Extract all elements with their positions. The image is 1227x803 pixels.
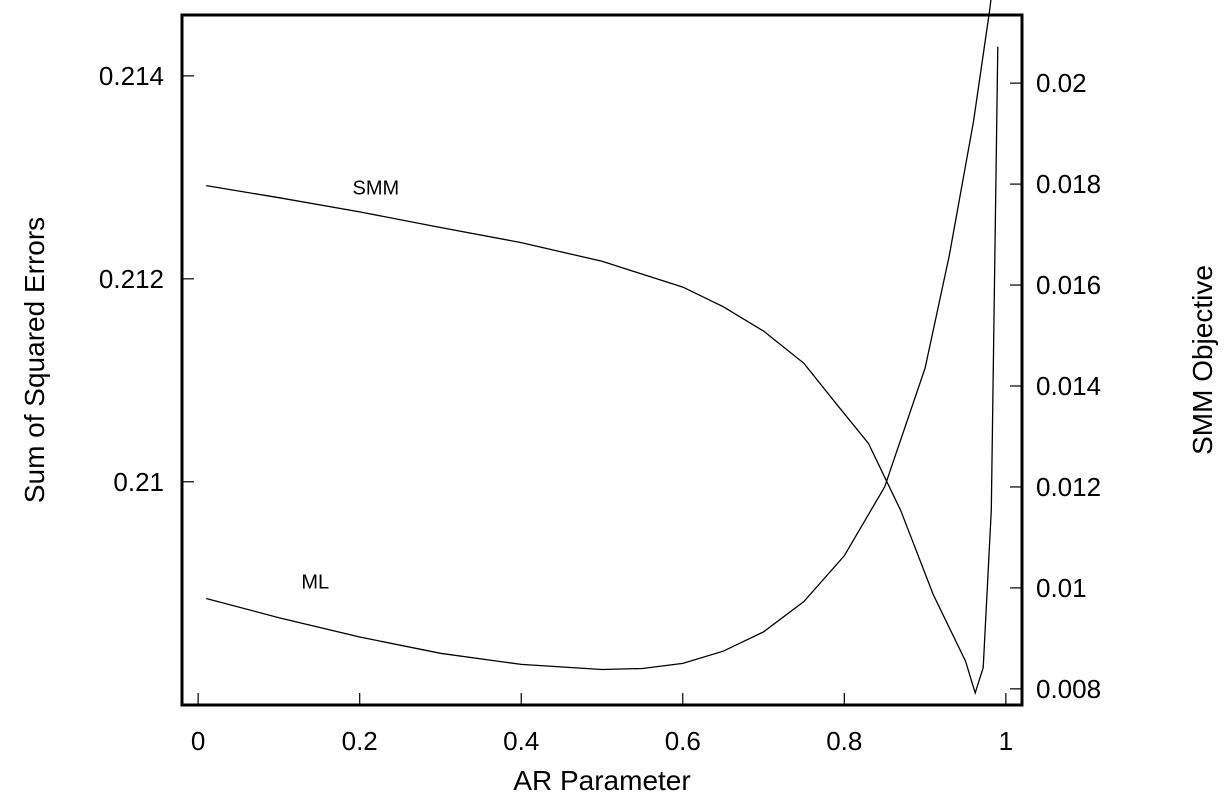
right-y-axis-ticks: 0.008 0.01 0.012 0.014 0.016 0.018 0.02 <box>1010 68 1101 704</box>
right-y-tick-label: 0.016 <box>1036 270 1101 300</box>
left-y-tick-label: 0.214 <box>99 61 164 91</box>
series-line-smm <box>206 46 999 696</box>
series-group <box>206 0 999 696</box>
right-y-tick-label: 0.014 <box>1036 371 1101 401</box>
right-y-axis-title: SMM Objective <box>1187 265 1218 455</box>
right-y-tick-label: 0.01 <box>1036 573 1087 603</box>
series-line-ml <box>206 0 992 671</box>
x-tick-label: 0.2 <box>342 726 378 756</box>
x-tick-label: 0 <box>191 726 205 756</box>
right-y-tick-label: 0.018 <box>1036 169 1101 199</box>
series-label-ml: ML <box>301 571 329 593</box>
x-tick-label: 0.4 <box>503 726 539 756</box>
x-tick-label: 1 <box>999 726 1013 756</box>
left-y-axis-ticks: 0.21 0.212 0.214 <box>99 61 194 497</box>
right-y-tick-label: 0.012 <box>1036 472 1101 502</box>
left-y-axis-title: Sum of Squared Errors <box>19 217 50 503</box>
x-tick-label: 0.8 <box>826 726 862 756</box>
x-tick-label: 0.6 <box>665 726 701 756</box>
plot-frame <box>180 13 1024 707</box>
right-y-tick-label: 0.02 <box>1036 68 1087 98</box>
x-axis-title: AR Parameter <box>513 765 690 796</box>
x-axis-ticks: 0 0.2 0.4 0.6 0.8 1 <box>191 693 1013 756</box>
right-y-tick-label: 0.008 <box>1036 674 1101 704</box>
left-y-tick-label: 0.21 <box>113 467 164 497</box>
series-label-smm: SMM <box>353 178 400 200</box>
left-y-tick-label: 0.212 <box>99 264 164 294</box>
annotations-group: SMM ML <box>301 178 399 594</box>
